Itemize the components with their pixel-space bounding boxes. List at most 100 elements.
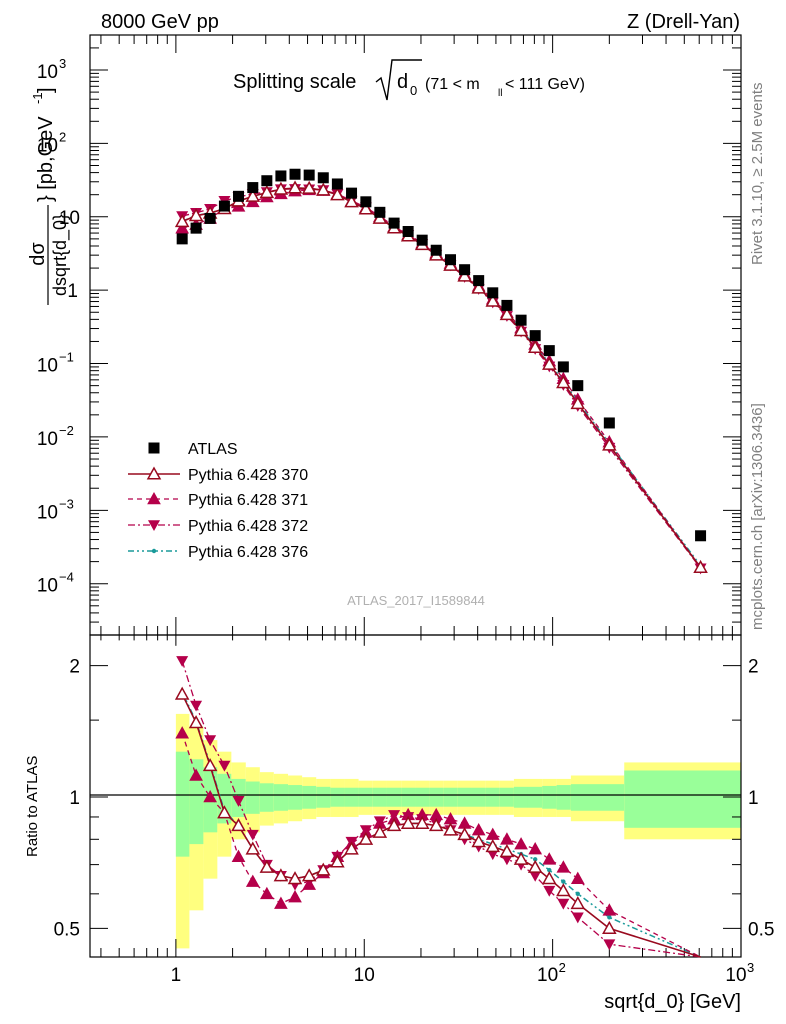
main-point [358,201,374,215]
legend-label: Pythia 6.428 376 [188,544,308,561]
band-inner-segment [302,785,317,809]
ratio-frame [89,634,742,958]
main-point [471,280,486,294]
ratio-point [499,843,515,858]
ratio-tick-label: 2 [69,657,80,678]
ratio-point [532,857,538,862]
ratio-point [287,871,303,885]
legend-marker [148,442,160,454]
band-inner-segment [485,787,500,807]
ratio-point [527,859,543,873]
band-inner-segment [556,785,571,810]
legend-marker [146,466,162,480]
ratio-point [302,877,317,890]
x-tick-label: 10 [537,965,558,986]
band-inner-segment [624,770,741,828]
ratio-point [330,854,345,868]
ylabel-numerator: dσ [27,242,49,266]
data-point [459,264,471,276]
ratio-point [274,896,288,909]
header-right: Z (Drell-Yan) [627,11,740,33]
ratio-point [543,885,556,897]
band-inner-segment [217,773,232,824]
data-point [402,226,414,238]
ratio-point [188,715,204,729]
ratio-point [547,867,552,873]
ratio-point [218,760,231,772]
ratio-point [500,832,514,845]
ratio-point [259,859,275,873]
ratio-point [246,829,259,841]
ratio-tick-label-right: 1 [748,788,759,809]
ratio-point [529,870,542,882]
legend-marker [148,520,160,531]
ratio-point [386,818,402,832]
y-tick-label: 1 [67,281,78,302]
data-point [247,182,259,194]
band-inner-segment [259,783,274,812]
band-inner-segment [245,781,260,814]
sqrt-symbol [375,59,422,101]
ratio-point [358,831,374,845]
main-point [287,180,303,194]
x-tick-exponent: 2 [559,960,566,975]
main-point [344,194,359,208]
data-point [360,196,372,208]
ratio-point [602,920,617,934]
data-point [289,168,301,180]
band-inner-segment [330,787,345,807]
band-inner-segment [386,787,402,807]
ratio-point [603,939,616,951]
mcplots-label: mcplots.cern.ch [arXiv:1306.3436] [749,403,766,630]
data-point [303,169,315,181]
data-point [204,212,216,224]
ratio-point [372,824,388,838]
data-point [543,345,555,357]
ratio-point [557,898,570,910]
ratio-point [245,874,260,887]
band-inner-segment [570,784,625,811]
data-point [374,206,386,218]
data-point [557,361,569,373]
uncertainty-bands [175,713,741,949]
ylabel-unit: } [pb,GeV [35,116,57,202]
data-point [473,275,485,287]
ratio-series-line [181,732,701,958]
data-point [275,170,287,182]
main-point [513,323,529,337]
data-point [572,380,584,392]
ratio-point [471,834,486,848]
data-point [388,217,400,229]
y-tick-label: 10 [37,62,58,83]
y-tick-exponent: −2 [59,423,74,438]
main-point [301,180,317,194]
ylabel-unit-end: ] [35,87,57,93]
y-tick-exponent: −4 [59,570,74,585]
band-inner-segment [499,787,514,807]
ratio-point [542,871,557,885]
data-point [346,187,358,199]
ratio-point [471,823,486,836]
ratio-point [273,868,289,882]
ratio-point [316,862,331,876]
legend-label: Pythia 6.428 371 [188,492,308,509]
y-tick-label: 10 [37,576,58,597]
ratio-point [175,726,190,739]
y-tick-exponent: −1 [59,350,74,365]
main-series-line [181,187,702,567]
y-tick-label: 10 [37,429,58,450]
band-inner-segment [443,787,458,807]
ratio-point [571,912,584,924]
data-point [416,234,428,246]
data-point [603,417,615,429]
legend-label: Pythia 6.428 372 [188,518,308,535]
ratio-point [428,818,444,832]
band-inner-segment [527,786,543,808]
ratio-ylabel: Ratio to ATLAS [24,756,41,857]
main-title-cut-end: < 111 GeV) [505,76,585,93]
y-tick-exponent: 2 [59,129,66,144]
data-point [695,530,707,542]
ratio-point [204,735,217,747]
rivet-label: Rivet 3.1.10, ≥ 2.5M events [749,83,766,266]
data-point [331,178,343,190]
